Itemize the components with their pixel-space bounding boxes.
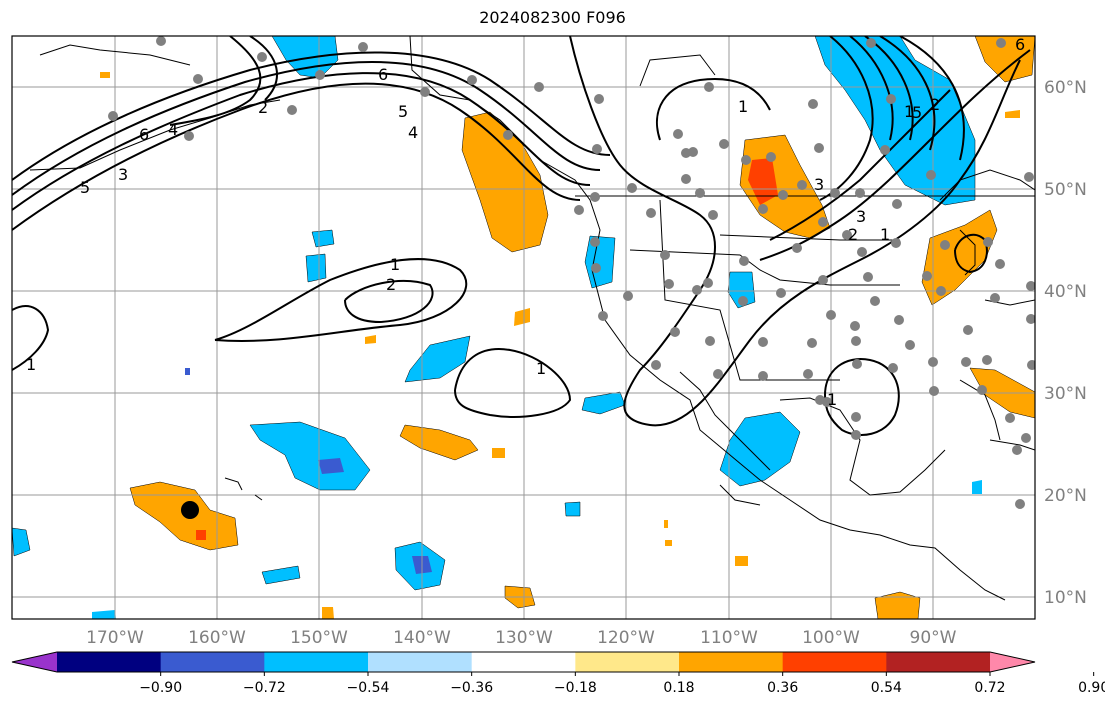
lat-tick-label: 30°N — [1044, 384, 1087, 404]
contour-label: 1 — [827, 390, 837, 409]
lat-tick-label: 40°N — [1044, 282, 1087, 302]
contour-label: 6 — [378, 65, 388, 84]
lat-tick-label: 50°N — [1044, 180, 1087, 200]
colorbar-segment — [575, 652, 680, 672]
contour-label: 3 — [856, 207, 866, 226]
longitude-axis: 170°W 160°W 150°W 140°W 130°W 120°W 110°… — [86, 628, 957, 648]
highlight-dot — [181, 501, 199, 519]
contour-label: 1 — [880, 225, 890, 244]
colorbar-segment — [264, 652, 369, 672]
lat-tick-label: 60°N — [1044, 78, 1087, 98]
lon-tick-label: 130°W — [495, 628, 553, 648]
colorbar: −0.90 −0.72 −0.54 −0.36 −0.18 0.18 0.36 0.54 0.7… — [11, 651, 1105, 696]
contour-label: 4 — [408, 123, 418, 142]
colorbar-tick-label: −0.54 — [347, 680, 390, 696]
contour-label: 4 — [168, 120, 178, 139]
colorbar-outline — [11, 651, 1036, 673]
colorbar-tick-label: −0.18 — [554, 680, 597, 696]
contour-labels: 1 2 3 4 5 6 1 2 1 1 1 2 3 4 5 6 1 2 3 5 … — [26, 35, 1025, 409]
colorbar-tick-label: 0.36 — [767, 680, 798, 696]
lon-tick-label: 170°W — [86, 628, 144, 648]
lon-tick-label: 160°W — [188, 628, 246, 648]
contour-label: 3 — [118, 165, 128, 184]
colorbar-segment — [57, 652, 162, 672]
contour-label: 1 — [26, 355, 36, 374]
lat-tick-label: 10°N — [1044, 588, 1087, 608]
contour-label: 5 — [398, 102, 408, 121]
latitude-axis: 60°N 50°N 40°N 30°N 20°N 10°N — [1044, 78, 1087, 608]
lon-tick-label: 110°W — [700, 628, 758, 648]
lon-tick-label: 90°W — [910, 628, 957, 648]
colorbar-segment — [368, 652, 473, 672]
map-gridlines — [12, 36, 1035, 619]
colorbar-segment — [886, 652, 991, 672]
colorbar-tick-label: 0.90 — [1078, 680, 1105, 696]
lon-tick-label: 100°W — [802, 628, 860, 648]
colorbar-tick-label: −0.36 — [450, 680, 493, 696]
contour-label: 2 — [848, 225, 858, 244]
contour-label: 1 — [904, 102, 914, 121]
contour-label: 6 — [139, 125, 149, 144]
colorbar-tick-label: −0.72 — [243, 680, 286, 696]
colorbar-segment — [471, 652, 576, 672]
colorbar-tick-label: 0.54 — [871, 680, 902, 696]
contour-label: 3 — [814, 175, 824, 194]
lon-tick-label: 150°W — [290, 628, 348, 648]
map-border — [11, 35, 1036, 620]
height-contours — [12, 36, 1031, 436]
contour-label: 2 — [258, 98, 268, 117]
contour-label: 2 — [930, 95, 940, 114]
colorbar-segment — [679, 652, 784, 672]
contour-label: 1 — [536, 359, 546, 378]
contour-label: 2 — [386, 275, 396, 294]
colorbar-tick-label: 0.18 — [663, 680, 694, 696]
contour-label: 5 — [80, 178, 90, 197]
colorbar-tick-label: −0.90 — [139, 680, 182, 696]
lon-tick-label: 120°W — [597, 628, 655, 648]
contour-label: 6 — [1015, 35, 1025, 54]
contour-label: 1 — [390, 255, 400, 274]
map-title: 2024082300 F096 — [479, 8, 626, 27]
colorbar-tick-label: 0.72 — [974, 680, 1005, 696]
colorbar-segment — [160, 652, 265, 672]
colorbar-extend-high — [990, 652, 1035, 672]
lon-tick-label: 140°W — [393, 628, 451, 648]
colorbar-segment — [782, 652, 887, 672]
contour-label: 5 — [912, 103, 922, 122]
station-dots — [108, 36, 1035, 509]
lat-tick-label: 20°N — [1044, 486, 1087, 506]
colorbar-extend-low — [12, 652, 57, 672]
contour-label: 1 — [738, 97, 748, 116]
negative-anomaly-shading — [12, 36, 982, 619]
